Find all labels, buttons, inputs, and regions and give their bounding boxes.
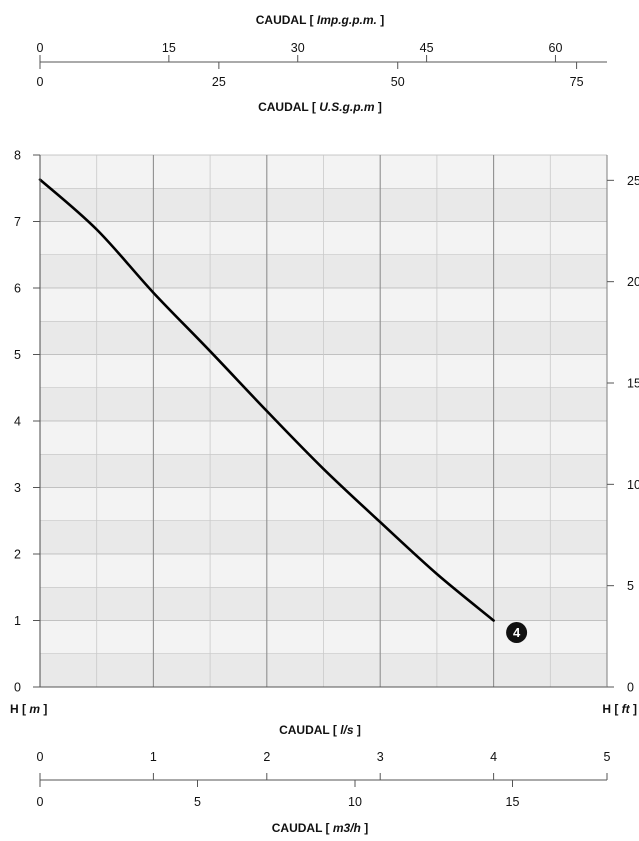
y-left-tick-label: 2 (14, 548, 21, 562)
x-primary-tick-label: 1 (150, 750, 157, 764)
x-imp-tick-label: 15 (162, 41, 176, 55)
curve-marker-label: 4 (513, 625, 521, 640)
y-right-axis-title: H [ ft ] (602, 702, 637, 716)
y-right-tick-label: 20 (627, 275, 639, 289)
y-left-tick-label: 0 (14, 681, 21, 695)
y-left-tick-label: 1 (14, 614, 21, 628)
x-usg-tick-label: 0 (37, 75, 44, 89)
x-usg-tick-label: 50 (391, 75, 405, 89)
x-primary-tick-label: 2 (263, 750, 270, 764)
y-right-tick-label: 25 (627, 174, 639, 188)
x-primary-tick-label: 5 (604, 750, 611, 764)
x-primary-axis-title: CAUDAL [ l/s ] (279, 723, 361, 737)
x-m3h-tick-label: 15 (506, 795, 520, 809)
y-right-tick-label: 15 (627, 377, 639, 391)
x-imp-tick-label: 0 (37, 41, 44, 55)
x-imp-tick-label: 30 (291, 41, 305, 55)
y-left-tick-label: 7 (14, 215, 21, 229)
y-left-tick-label: 8 (14, 149, 21, 163)
y-right-tick-label: 0 (627, 681, 634, 695)
y-right-tick-label: 5 (627, 579, 634, 593)
x-usg-axis-title: CAUDAL [ U.S.g.p.m ] (258, 100, 382, 114)
x-primary-tick-label: 4 (490, 750, 497, 764)
x-m3h-tick-label: 10 (348, 795, 362, 809)
x-primary-tick-label: 0 (37, 750, 44, 764)
x-m3h-tick-label: 5 (194, 795, 201, 809)
y-left-tick-label: 4 (14, 415, 21, 429)
y-left-tick-label: 3 (14, 481, 21, 495)
series-line (38, 178, 495, 622)
x-usg-tick-label: 75 (570, 75, 584, 89)
x-m3h-tick-label: 0 (37, 795, 44, 809)
y-left-tick-label: 6 (14, 282, 21, 296)
x-primary-tick-label: 3 (377, 750, 384, 764)
y-left-axis-title: H [ m ] (10, 702, 47, 716)
y-left-tick-label: 5 (14, 348, 21, 362)
x-imp-tick-label: 45 (420, 41, 434, 55)
x-imp-axis-title: CAUDAL [ Imp.g.p.m. ] (256, 13, 384, 27)
y-right-tick-label: 10 (627, 478, 639, 492)
x-usg-tick-label: 25 (212, 75, 226, 89)
curve-marker (506, 622, 528, 643)
x-imp-tick-label: 60 (549, 41, 563, 55)
x-m3h-axis-title: CAUDAL [ m3/h ] (272, 821, 368, 835)
